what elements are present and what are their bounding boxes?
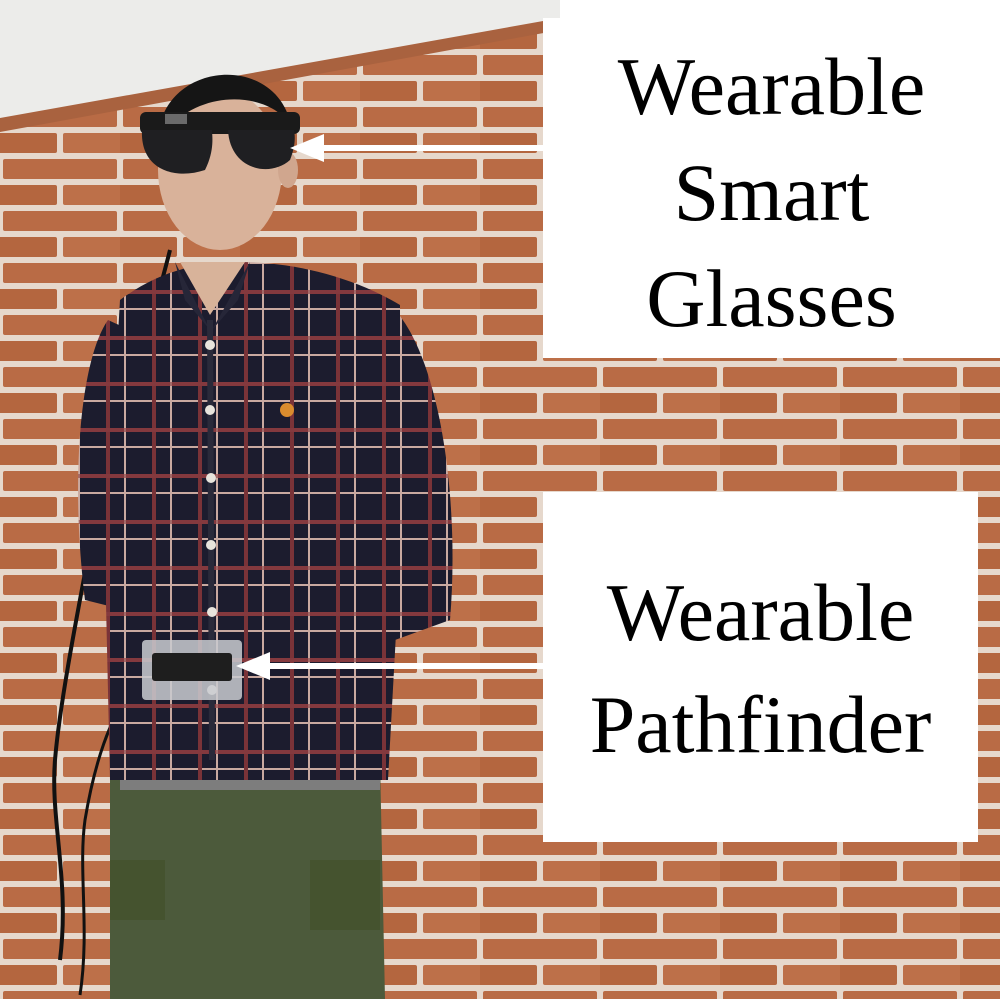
collar-right [212, 262, 250, 330]
pathfinder-arrow [236, 652, 546, 680]
glasses-lens-right [228, 130, 295, 170]
glasses-sensor [165, 114, 187, 124]
pathfinder-label-line-1: Wearable [606, 567, 915, 658]
neck [180, 262, 245, 315]
hair [158, 74, 292, 140]
pathfinder-phone [152, 653, 232, 681]
pants [110, 760, 385, 999]
glasses-label-line-2: Smart [673, 147, 870, 238]
glasses-lens-left [141, 130, 213, 174]
collar-left [175, 262, 210, 330]
wall-molding [0, 18, 560, 132]
ceiling [0, 0, 560, 120]
shirt-logo [280, 403, 294, 417]
glasses-label-line-3: Glasses [646, 253, 897, 344]
pathfinder-label-line-2: Pathfinder [589, 679, 932, 770]
glasses-arrow [290, 134, 546, 162]
shirt [105, 262, 400, 780]
glasses-label-line-1: Wearable [617, 41, 926, 132]
pants-pocket-left [110, 860, 165, 920]
pants-pocket-right [310, 860, 380, 930]
glasses-label-panel: Wearable Smart Glasses [543, 18, 1000, 358]
pathfinder-label-panel: Wearable Pathfinder [543, 492, 978, 842]
